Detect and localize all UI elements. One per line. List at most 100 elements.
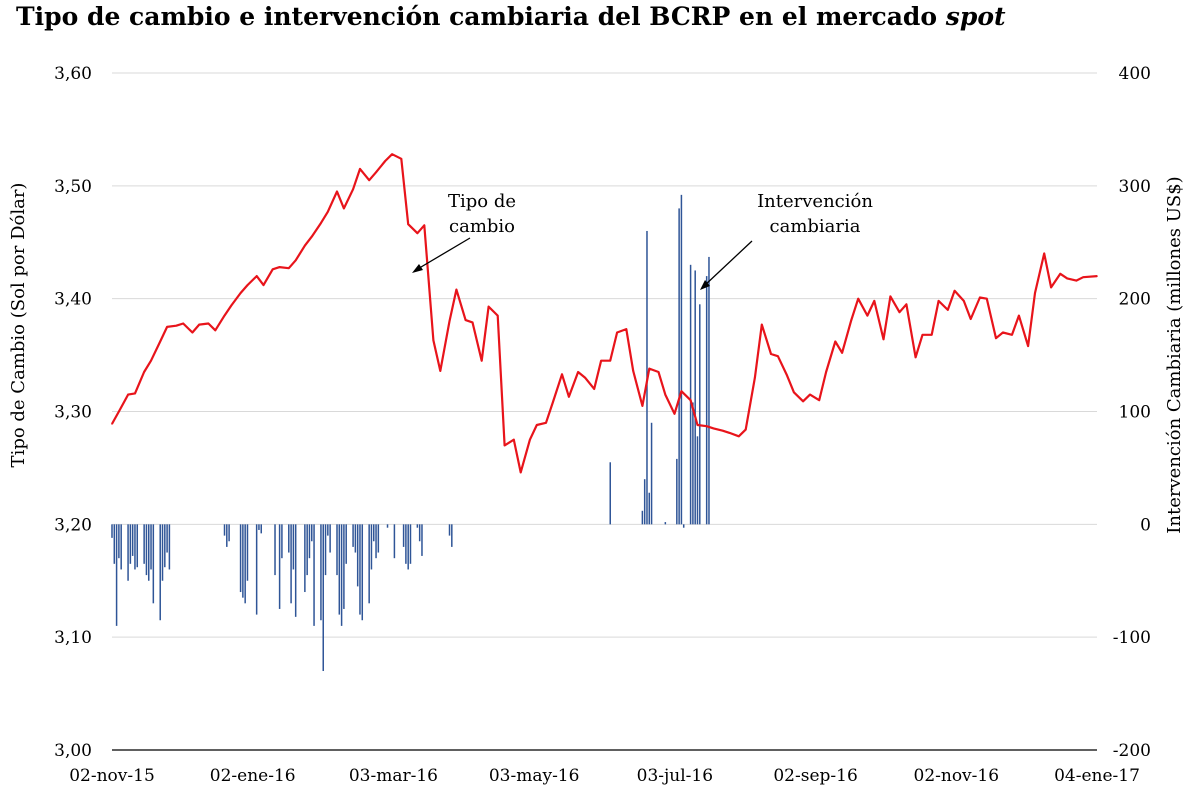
intervention-bar — [402, 524, 405, 547]
exchange-rate-point — [1002, 331, 1004, 334]
intervention-bar — [134, 524, 136, 570]
intervention-bar — [308, 524, 311, 559]
intervention-bar — [136, 524, 139, 568]
exchange-rate-point — [921, 334, 924, 336]
y-tick-label: 3,50 — [54, 177, 92, 197]
exchange-rate-point — [255, 275, 258, 277]
intervention-bar — [692, 402, 694, 525]
intervention-bars — [111, 194, 710, 672]
intervention-bar — [168, 524, 171, 570]
exchange-rate-point — [754, 376, 756, 379]
exchange-rate-point — [680, 390, 683, 393]
exchange-rate-point — [118, 410, 120, 413]
exchange-rate-point — [953, 290, 956, 292]
exchange-rate-point — [311, 235, 313, 238]
intervention-bar — [354, 524, 357, 553]
exchange-rate-point — [657, 371, 660, 373]
intervention-bar — [324, 524, 327, 576]
y-tick-label: 3,60 — [54, 64, 92, 84]
grid-lines — [112, 72, 1097, 638]
exchange-rate-point — [738, 435, 740, 438]
intervention-bar — [118, 524, 120, 559]
exchange-rate-point — [947, 309, 949, 311]
exchange-rate-point — [937, 300, 940, 302]
exchange-rate-point — [262, 284, 265, 286]
y2-tick-label: -200 — [1113, 741, 1151, 761]
exchange-rate-point — [673, 413, 676, 415]
exchange-rate-point — [905, 303, 908, 306]
intervention-bar — [127, 524, 129, 581]
exchange-rate-point — [182, 322, 184, 325]
y2-tick-label: 400 — [1119, 64, 1151, 84]
exchange-rate-point — [930, 334, 933, 336]
chart-title: Tipo de cambio e intervención cambiaria … — [16, 2, 1006, 31]
y-tick-label: 3,20 — [54, 515, 92, 535]
exchange-rate-point — [214, 329, 217, 332]
intervention-bar — [676, 458, 678, 525]
intervention-bar — [131, 524, 134, 556]
intervention-bar — [288, 524, 290, 553]
exchange-rate-point — [809, 393, 811, 396]
exchange-rate-point — [480, 359, 483, 362]
exchange-rate-point — [487, 305, 490, 308]
exchange-rate-point — [841, 352, 843, 354]
exchange-rate-point — [503, 444, 506, 447]
intervention-bar — [152, 524, 155, 604]
intervention-bar — [694, 270, 696, 525]
x-tick-label: 03-mar-16 — [349, 766, 438, 786]
intervention-bar — [290, 524, 292, 604]
exchange-rate-point — [111, 423, 113, 425]
exchange-rate-point — [777, 355, 779, 358]
exchange-rate-point — [448, 320, 451, 323]
exchange-rate-point — [207, 322, 210, 325]
intervention-bar — [228, 524, 230, 542]
exchange-rate-point — [850, 319, 853, 321]
exchange-rate-point — [728, 432, 731, 434]
y2-tick-label: 200 — [1119, 290, 1151, 310]
exchange-rate-point — [375, 171, 377, 174]
exchange-rate-point — [384, 160, 387, 162]
exchange-rate-point — [529, 438, 531, 441]
intervention-bar — [164, 524, 166, 568]
exchange-rate-point — [134, 392, 136, 395]
chart-title-italic: spot — [945, 2, 1006, 31]
x-tick-label: 02-sep-16 — [773, 766, 857, 786]
exchange-rate-point — [1034, 292, 1036, 294]
exchange-rate-point — [793, 391, 795, 394]
exchange-rate-point — [696, 424, 699, 426]
exchange-rate-point — [744, 428, 747, 431]
intervention-bar — [418, 524, 421, 542]
intervention-bar — [416, 524, 419, 528]
intervention-bar — [375, 524, 377, 559]
intervention-bar — [377, 524, 380, 553]
exchange-rate-point — [416, 232, 419, 234]
intervention-bar — [143, 524, 145, 564]
exchange-rate-point — [230, 304, 233, 307]
y-tick-label: 3,10 — [54, 628, 92, 648]
x-tick-label: 02-nov-16 — [914, 766, 1000, 786]
exchange-rate-point — [271, 268, 274, 271]
intervention-bar — [260, 524, 262, 534]
intervention-bar — [278, 524, 281, 609]
exchange-rate-point — [616, 331, 618, 334]
intervention-bar — [641, 510, 644, 525]
annotation-intervencion: Intervención cambiaria — [700, 191, 873, 290]
exchange-rate-point — [1059, 273, 1062, 275]
exchange-rate-point — [600, 359, 602, 362]
intervention-bar — [405, 524, 407, 564]
exchange-rate-point — [464, 319, 467, 321]
intervention-bar — [708, 256, 710, 525]
intervention-bar — [421, 524, 423, 556]
exchange-rate-point — [721, 429, 724, 432]
annotation-tc-line2: cambio — [449, 216, 515, 237]
intervention-bar — [696, 436, 699, 525]
exchange-rate-point — [584, 376, 586, 379]
y2-tick-label: 300 — [1119, 177, 1151, 197]
y2-tick-label: -100 — [1113, 628, 1151, 648]
exchange-rate-point — [770, 353, 772, 355]
exchange-rate-point — [439, 370, 442, 372]
intervention-bar — [239, 524, 242, 593]
y2-axis-title: Intervención Cambiaria (millones US$) — [1164, 176, 1185, 533]
exchange-rate-point — [882, 338, 885, 341]
exchange-rate-point — [191, 331, 194, 334]
